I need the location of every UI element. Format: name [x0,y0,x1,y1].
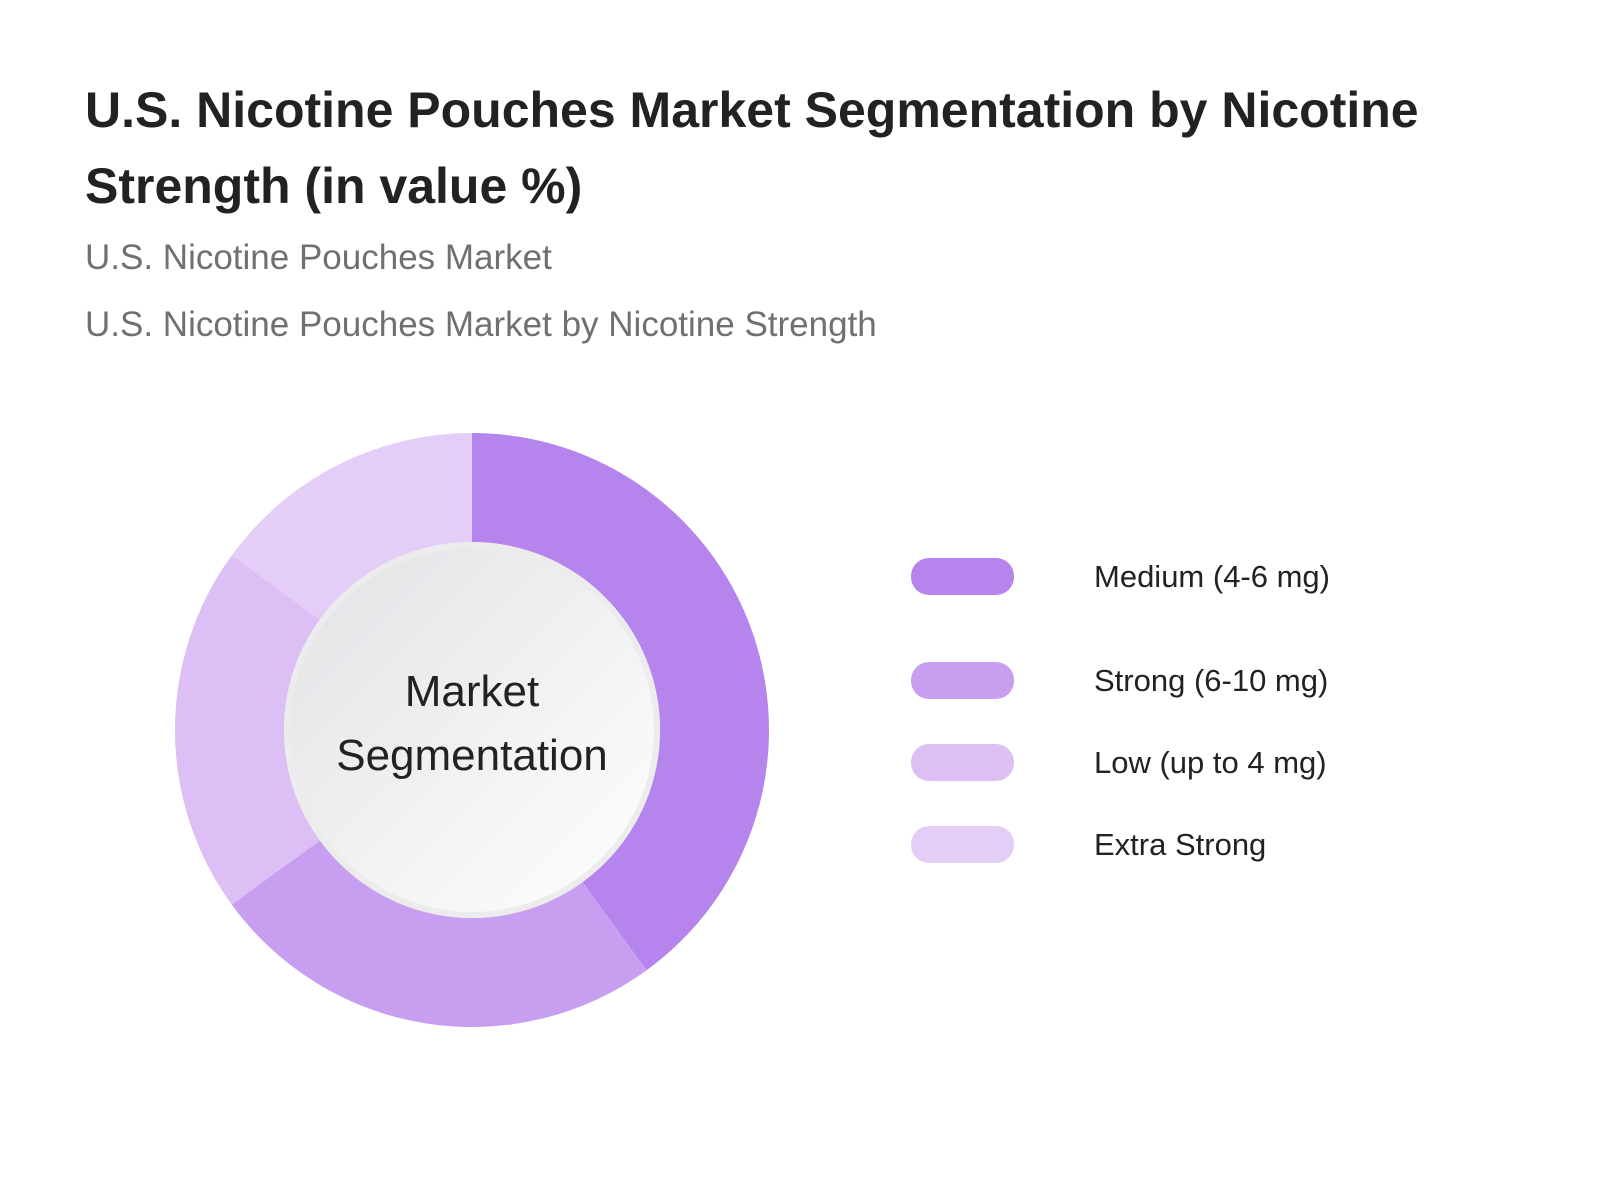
legend-swatch [911,826,1014,863]
slice-3[interactable] [231,433,472,620]
legend-swatch [911,744,1014,781]
center-label-line-1: Market [404,667,540,716]
slice-0[interactable] [472,433,769,971]
slice-1[interactable] [231,840,647,1027]
legend-item[interactable]: Low (up to 4 mg) [911,744,1327,781]
center-label-line-2: Segmentation [336,731,608,780]
subtitle-1: U.S. Nicotine Pouches Market [85,238,552,277]
center-disc [290,548,654,912]
legend-item[interactable]: Medium (4-6 mg) [911,558,1330,595]
legend-item[interactable]: Extra Strong [911,826,1266,863]
legend-label: Strong (6-10 mg) [1094,662,1329,698]
legend-item[interactable]: Strong (6-10 mg) [911,662,1328,699]
slice-2[interactable] [174,555,320,905]
legend-swatch [911,558,1014,595]
legend-swatch [911,662,1014,699]
subtitle-2: U.S. Nicotine Pouches Market by Nicotine… [85,305,877,344]
legend-label: Extra Strong [1094,826,1267,862]
legend-label: Medium (4-6 mg) [1094,558,1330,594]
legend-label: Low (up to 4 mg) [1094,744,1327,780]
center-label: Market Segmentation [282,660,662,788]
chart-title: U.S. Nicotine Pouches Market Segmentatio… [85,82,1419,214]
